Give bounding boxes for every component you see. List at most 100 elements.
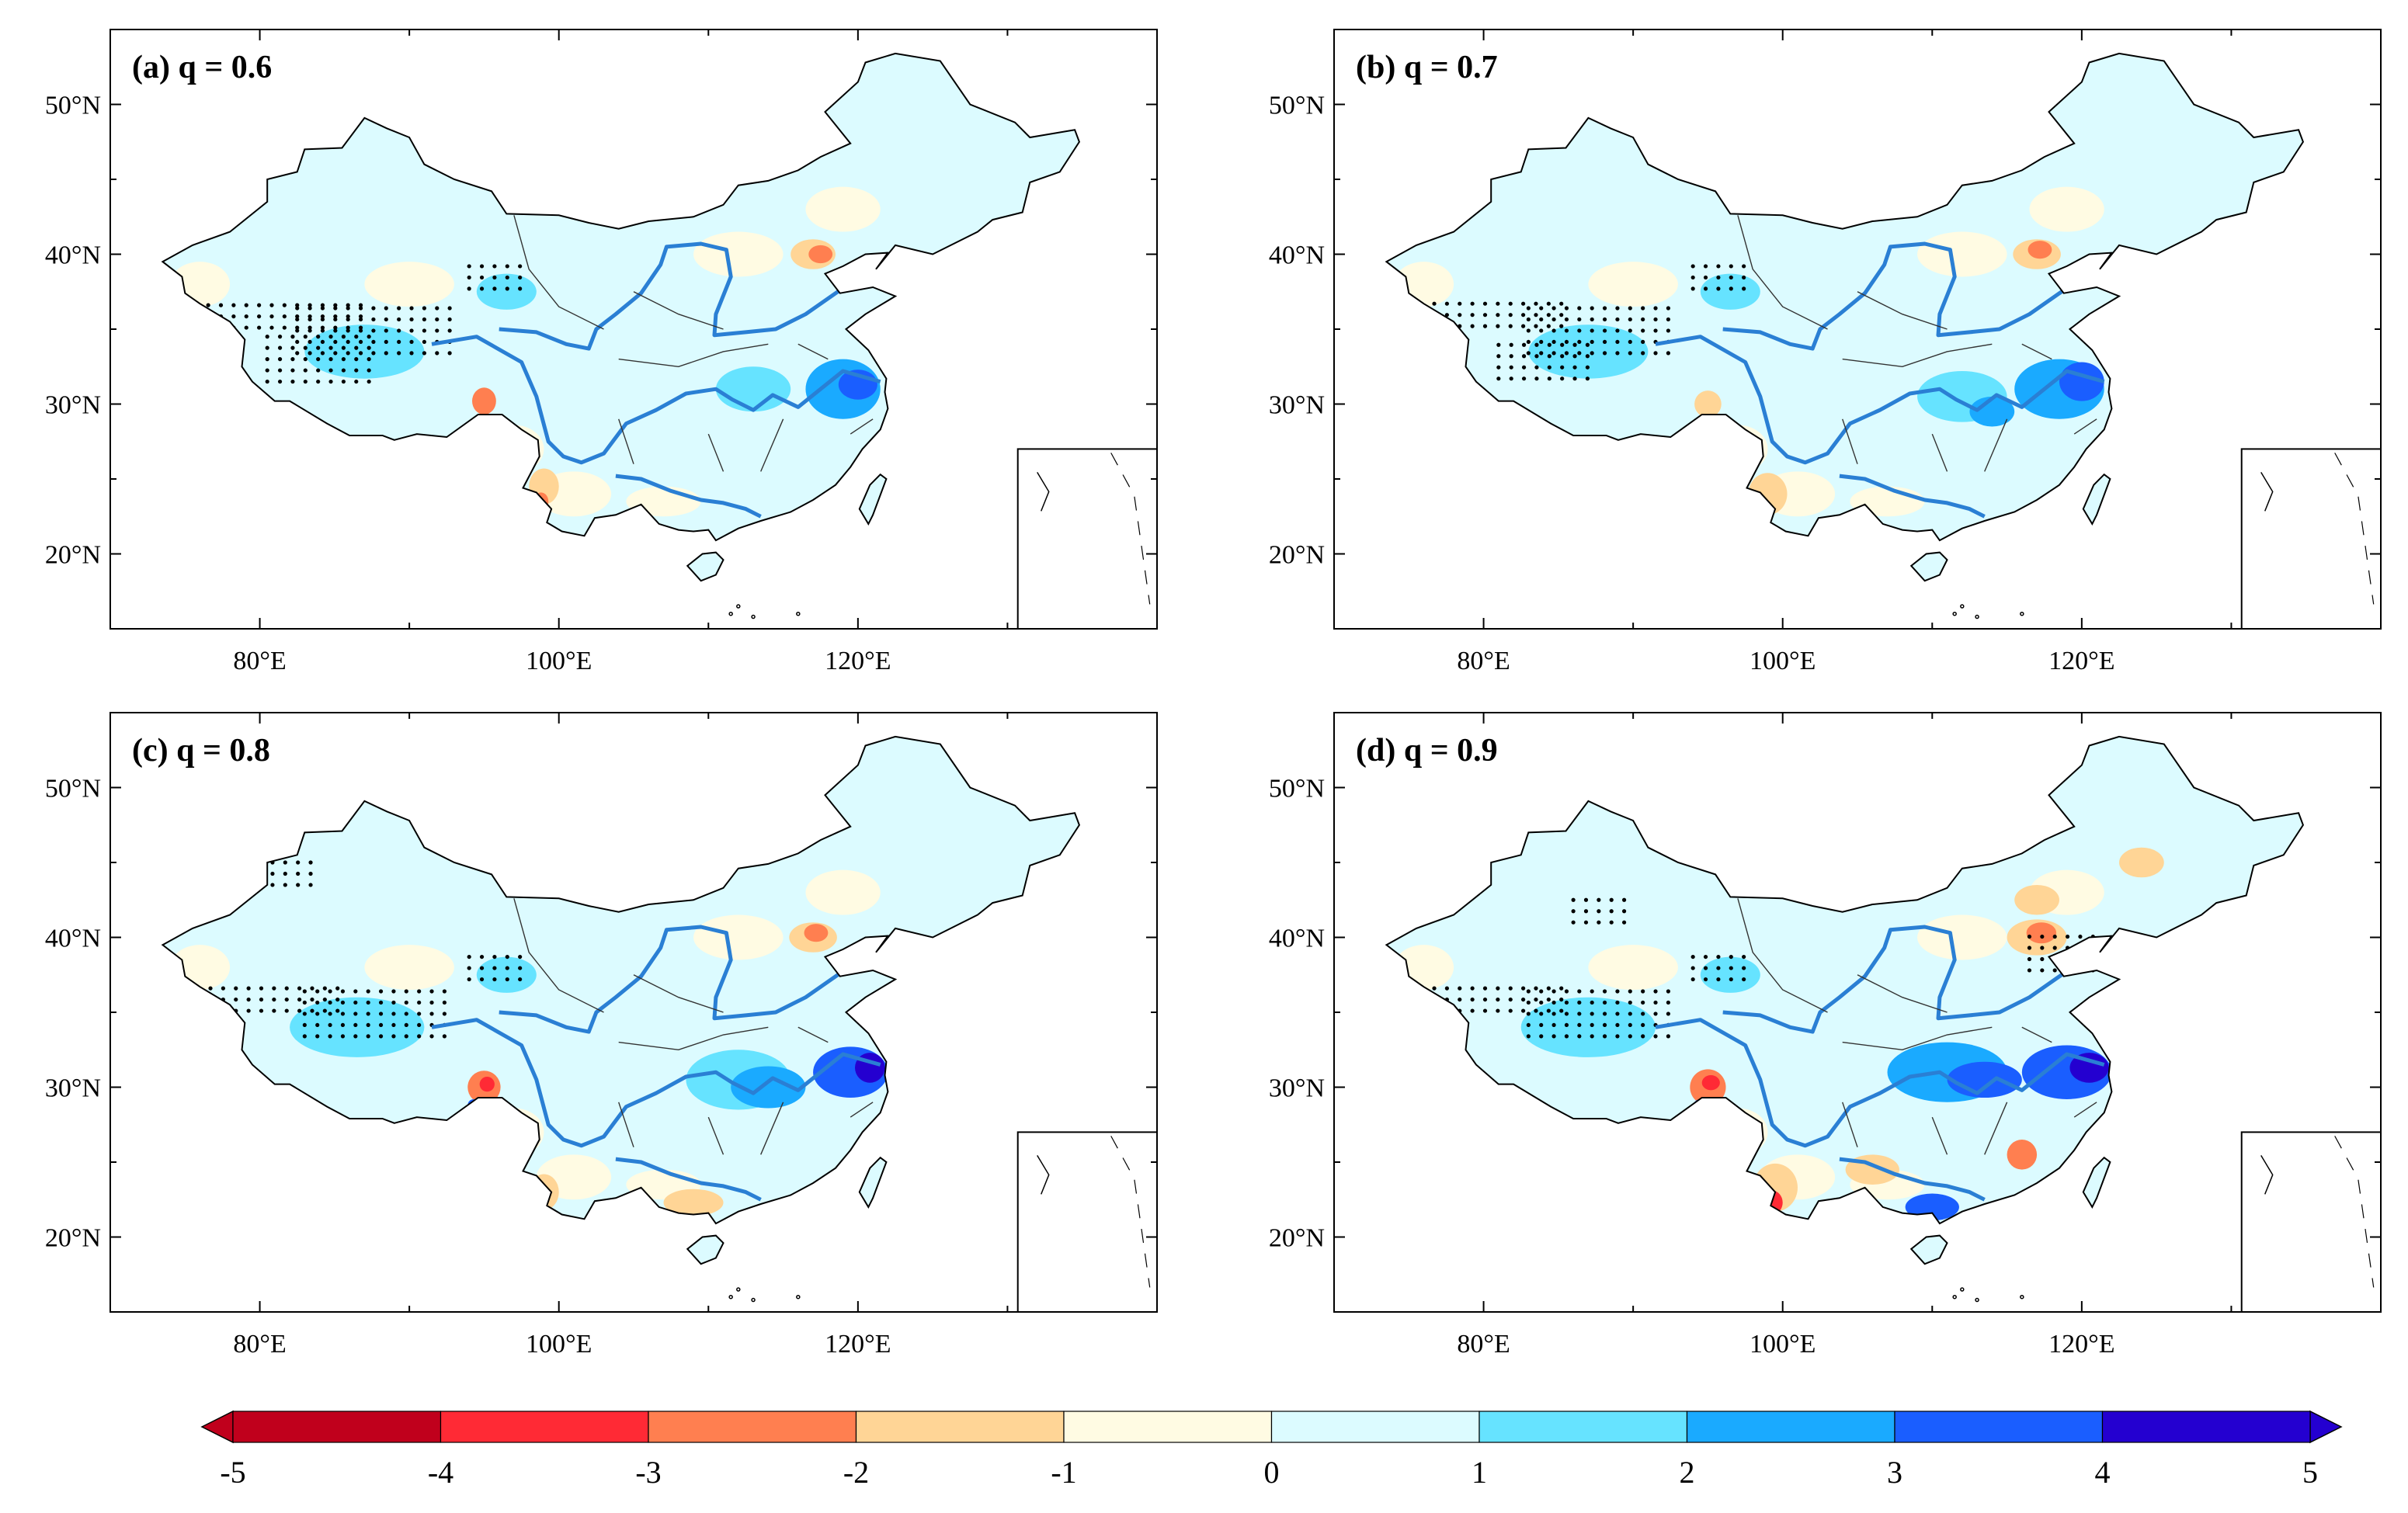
significance-dot <box>206 325 210 330</box>
significance-dot <box>518 966 523 970</box>
anomaly-blob <box>1917 231 2007 277</box>
significance-dot <box>208 997 213 1002</box>
significance-dot <box>1628 989 1632 994</box>
province-boundary <box>1857 291 1948 330</box>
significance-dot <box>1615 328 1620 333</box>
anomaly-blob <box>1588 262 1678 307</box>
significance-dot <box>180 303 185 307</box>
country-boundary <box>686 1234 724 1265</box>
significance-dot <box>1564 328 1569 333</box>
significance-dot <box>1508 997 1513 1002</box>
significance-dot <box>1609 897 1614 902</box>
significance-dot <box>284 997 289 1002</box>
significance-dot <box>1444 986 1449 991</box>
colorbar-segment <box>1894 1411 2104 1443</box>
significance-dot <box>265 368 269 373</box>
significance-dot <box>1559 986 1564 991</box>
significance-dot <box>1419 1008 1424 1013</box>
significance-dot <box>1432 1008 1437 1013</box>
colorbar-segment <box>1270 1411 1480 1443</box>
significance-dot <box>1539 1034 1544 1039</box>
country-boundary <box>1385 52 2305 542</box>
significance-dot <box>1521 377 1527 381</box>
significance-dot <box>1742 264 1746 269</box>
significance-dot <box>2065 968 2070 973</box>
lon-label: 100°E <box>526 1330 592 1359</box>
significance-dot <box>196 997 200 1002</box>
anomaly-blob <box>304 324 425 379</box>
significance-dot <box>1577 989 1582 994</box>
anomaly-blob <box>1528 324 1649 379</box>
significance-dot <box>1534 324 1538 328</box>
significance-dot <box>1577 1022 1582 1028</box>
significance-dot <box>358 317 363 322</box>
significance-dot <box>1508 313 1513 318</box>
inset-dash-line <box>1110 453 1151 605</box>
significance-dot <box>371 351 376 356</box>
anomaly-blob <box>663 1189 724 1216</box>
colorbar-segment <box>232 1411 442 1443</box>
island-mark <box>1960 1287 1965 1292</box>
significance-dot <box>1534 377 1539 381</box>
river-line <box>1839 1157 1986 1202</box>
anomaly-blob <box>1694 390 1722 418</box>
significance-dot <box>1539 1000 1544 1005</box>
province-boundary <box>1984 418 2008 472</box>
significance-dot <box>1509 365 1513 370</box>
significance-dot <box>316 368 321 373</box>
significance-dot <box>1703 286 1708 291</box>
anomaly-blob <box>558 359 619 419</box>
significance-dot <box>409 317 414 322</box>
significance-dot <box>308 871 313 876</box>
island-mark <box>796 1294 801 1300</box>
significance-dot <box>1526 989 1531 994</box>
significance-dot <box>1521 324 1526 328</box>
lat-label: 40°N <box>1269 925 1325 953</box>
significance-dot <box>1508 1008 1513 1013</box>
province-boundary <box>618 1102 634 1147</box>
significance-dot <box>2052 934 2057 939</box>
significance-dot <box>1615 306 1620 311</box>
province-boundary <box>1737 215 1828 330</box>
significance-dot <box>1526 1022 1531 1028</box>
significance-dot <box>429 1000 434 1005</box>
significance-dot <box>269 314 274 319</box>
province-boundary <box>1931 1116 1948 1155</box>
significance-dot <box>1482 324 1488 328</box>
significance-dot <box>435 317 440 322</box>
significance-dot <box>1653 351 1658 356</box>
significance-dot <box>1547 365 1551 370</box>
significance-dot <box>1482 301 1488 306</box>
significance-dot <box>1628 328 1632 333</box>
significance-dot <box>435 328 440 333</box>
colorbar-label: 4 <box>2095 1455 2111 1490</box>
significance-dot <box>302 1022 307 1028</box>
province-boundary <box>1737 898 1828 1013</box>
significance-dot <box>340 1000 346 1005</box>
significance-dot <box>1641 339 1645 345</box>
island-mark <box>1975 614 1979 619</box>
significance-dot <box>1641 1022 1645 1028</box>
significance-dot <box>1615 989 1620 994</box>
significance-dot <box>1526 306 1531 311</box>
significance-dot <box>1539 339 1544 345</box>
significance-dot <box>358 306 363 311</box>
significance-dot <box>1666 328 1670 333</box>
colorbar-segment <box>440 1411 649 1443</box>
significance-dot <box>315 1022 320 1028</box>
significance-dot <box>290 379 295 384</box>
significance-dot <box>1496 342 1501 347</box>
significance-dot <box>257 871 262 876</box>
significance-dot <box>366 1034 370 1039</box>
significance-dot <box>1628 1022 1632 1028</box>
colorbar-max-arrow <box>2309 1410 2343 1444</box>
significance-dot <box>1521 301 1526 306</box>
significance-dot <box>272 986 276 991</box>
significance-dot <box>378 1022 384 1028</box>
significance-dot <box>358 339 363 345</box>
significance-dot <box>1583 920 1589 925</box>
significance-dot <box>295 325 300 330</box>
significance-dot <box>295 328 300 333</box>
significance-dot <box>404 1000 408 1005</box>
significance-dot <box>1509 377 1513 381</box>
